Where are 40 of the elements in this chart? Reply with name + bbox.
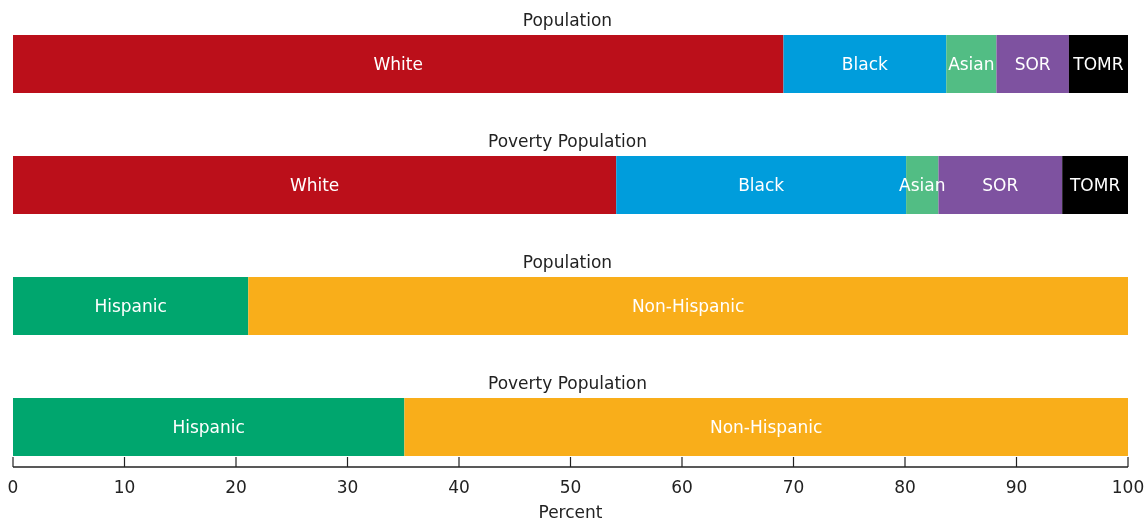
bar xyxy=(783,35,947,93)
bar xyxy=(946,35,997,93)
bar xyxy=(13,277,249,335)
series-label: Non-Hispanic xyxy=(631,295,745,316)
text: Black xyxy=(841,53,888,74)
y-tick-label: Poverty Population xyxy=(487,131,648,151)
x-axis-title: Percent xyxy=(538,502,603,522)
x-tick-label: 50 xyxy=(559,477,582,497)
x-tick-label: 100 xyxy=(1111,477,1145,497)
x-tick-label: 10 xyxy=(113,477,136,497)
x-tick-label: 40 xyxy=(448,477,470,497)
bar xyxy=(13,35,784,93)
text: TOMR xyxy=(1069,174,1121,195)
x-tick-label: 30 xyxy=(336,477,359,497)
text: White xyxy=(373,53,423,74)
bar xyxy=(1062,156,1128,214)
y-tick-label: Poverty Population xyxy=(487,373,648,393)
x-tick-label: 20 xyxy=(225,477,247,497)
series-label: White xyxy=(289,174,340,195)
series-label: Asian xyxy=(948,53,995,74)
text: Hispanic xyxy=(172,416,245,437)
bar xyxy=(13,156,617,214)
text: Non-Hispanic xyxy=(709,416,823,437)
y-tick-label: Population xyxy=(522,10,613,30)
text: SOR xyxy=(982,174,1019,195)
x-tick-label: 0 xyxy=(7,477,19,497)
x-tick-label: 80 xyxy=(894,477,916,497)
series-label: TOMR xyxy=(1072,53,1124,74)
bar xyxy=(404,398,1128,456)
series-label: Hispanic xyxy=(94,295,167,316)
x-tick-label: 90 xyxy=(1005,477,1028,497)
series-label: Black xyxy=(738,174,785,195)
y-tick-label: Population xyxy=(522,252,613,272)
bar xyxy=(1068,35,1129,93)
x-tick-label: 70 xyxy=(782,477,805,497)
bar xyxy=(248,277,1128,335)
series-label: SOR xyxy=(1014,53,1051,74)
bar xyxy=(996,35,1069,93)
x-tick-label: 60 xyxy=(671,477,693,497)
bar xyxy=(13,398,405,456)
